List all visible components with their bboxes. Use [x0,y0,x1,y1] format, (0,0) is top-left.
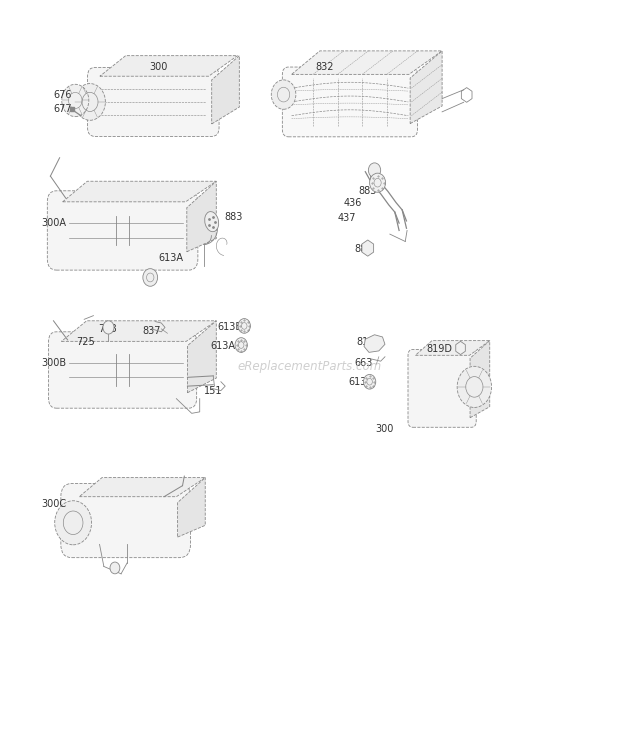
Circle shape [62,84,89,117]
Text: 613A: 613A [158,253,184,263]
Circle shape [143,269,157,286]
Text: 677: 677 [53,104,72,113]
Text: 437: 437 [338,213,356,223]
Polygon shape [187,321,216,393]
Ellipse shape [205,212,219,232]
FancyBboxPatch shape [47,191,198,270]
Polygon shape [100,56,237,76]
Polygon shape [211,56,239,124]
Circle shape [272,80,296,110]
Polygon shape [177,477,205,537]
Circle shape [110,562,120,574]
Polygon shape [410,51,442,124]
FancyBboxPatch shape [87,67,219,136]
Text: 436: 436 [344,198,362,208]
FancyBboxPatch shape [48,332,197,408]
Polygon shape [61,321,216,341]
Polygon shape [79,477,205,497]
Text: 663: 663 [354,357,373,368]
Polygon shape [364,334,385,352]
Circle shape [368,163,381,178]
Circle shape [238,319,250,333]
Text: 725: 725 [76,337,95,347]
FancyBboxPatch shape [408,349,476,427]
Text: 613B: 613B [218,323,243,332]
Polygon shape [470,340,490,418]
Circle shape [370,173,386,192]
Polygon shape [63,181,216,202]
Text: 613A: 613A [210,341,236,352]
Text: 300A: 300A [41,218,66,228]
Polygon shape [187,181,216,252]
Text: 676: 676 [53,90,72,101]
Text: 300: 300 [376,424,394,434]
Text: 884: 884 [354,243,373,254]
Text: 728: 728 [98,324,117,334]
Text: 151: 151 [205,386,223,396]
Text: 819D: 819D [427,344,453,354]
Circle shape [74,84,105,121]
Polygon shape [291,51,442,75]
Circle shape [457,366,492,408]
FancyBboxPatch shape [61,483,190,558]
Text: 300B: 300B [41,357,66,368]
Polygon shape [415,340,490,355]
Text: 300: 300 [149,62,167,73]
FancyBboxPatch shape [282,67,417,137]
Text: 819: 819 [356,337,375,347]
Text: 883: 883 [358,186,376,196]
Text: 300C: 300C [41,499,66,508]
Text: 883: 883 [224,212,242,222]
Circle shape [55,501,92,545]
Circle shape [363,374,376,389]
Circle shape [235,337,247,352]
Circle shape [103,321,114,334]
Text: eReplacementParts.com: eReplacementParts.com [238,360,382,373]
Text: 837: 837 [143,326,161,336]
Text: 832: 832 [315,62,334,73]
Text: 613B: 613B [348,377,373,388]
